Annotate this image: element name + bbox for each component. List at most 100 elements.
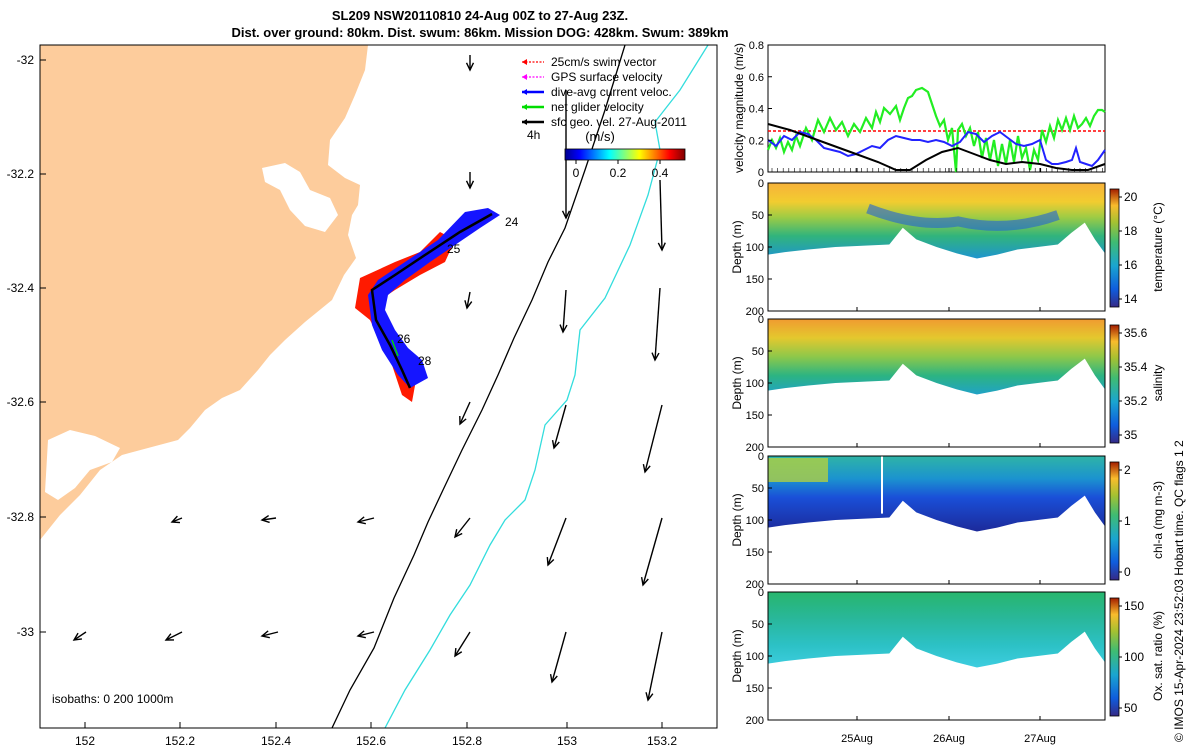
map-ytick-label: -32.6 xyxy=(7,395,35,409)
geo-velocity-arrow xyxy=(454,631,471,657)
estuary-north xyxy=(262,163,338,232)
depth-tick-label: 200 xyxy=(746,306,764,318)
geo-velocity-arrow xyxy=(357,631,375,637)
geo-velocity-arrow xyxy=(466,291,471,309)
legend-arrowhead xyxy=(522,89,527,95)
depth-tick-label: 50 xyxy=(752,346,764,358)
colorbar-tick-label: 35.2 xyxy=(1124,394,1148,408)
map-xtick-label: 152.2 xyxy=(165,734,195,748)
geo-velocity-arrowhead xyxy=(72,632,83,641)
legend-label: dive-avg current veloc. xyxy=(551,85,672,99)
section-colorbar xyxy=(1109,461,1120,581)
depth-tick-label: 150 xyxy=(746,410,764,422)
colorbar-tick-label: 14 xyxy=(1124,292,1138,306)
geo-velocity-arrow xyxy=(165,631,183,641)
depth-axis-label: Depth (m) xyxy=(730,220,744,273)
colorbar-ticks: 0 0.2 0.4 xyxy=(573,160,669,180)
map-xtick-label: 152.6 xyxy=(356,734,386,748)
geo-velocity-arrowhead xyxy=(356,630,366,639)
geo-velocity-arrowhead xyxy=(645,692,654,702)
legend-label: GPS surface velocity xyxy=(551,70,662,84)
section-panel-temperature: 0 50 100 150 200 Depth (m) 14 16 18 20 temperature… xyxy=(730,178,1165,318)
depth-tick-label: 150 xyxy=(746,683,764,695)
colorbar-tick-label: 0.2 xyxy=(610,166,627,180)
section-colorbar xyxy=(1109,597,1120,717)
glider-track-red xyxy=(355,232,455,402)
geo-velocity-arrowhead xyxy=(549,674,558,684)
colorbar-label: Ox. sat. ratio (%) xyxy=(1151,611,1165,701)
colorbar-label: salinity xyxy=(1151,365,1165,402)
time-tick-label: 25Aug xyxy=(841,733,873,745)
depth-tick-label: 200 xyxy=(746,715,764,727)
geo-velocity-arrowhead xyxy=(465,180,475,190)
cold-water-feature xyxy=(866,203,1060,231)
colorbar-tick-label: 150 xyxy=(1124,599,1144,613)
geo-velocity-arrow xyxy=(73,631,87,641)
geo-velocity-arrow xyxy=(644,404,663,473)
geo-velocity-arrowhead xyxy=(642,464,651,474)
colorbar-tick-label: 1 xyxy=(1124,514,1131,528)
geo-velocity-arrowhead xyxy=(356,516,366,525)
section-data-fill xyxy=(768,456,1105,532)
legend-label: net glider velocity xyxy=(551,100,644,114)
depth-tick-label: 50 xyxy=(752,210,764,222)
geo-velocity-arrow xyxy=(642,517,663,586)
depth-tick-label: 0 xyxy=(758,451,764,463)
depth-tick-label: 100 xyxy=(746,378,764,390)
isobaths-label: isobaths: 0 200 1000m xyxy=(52,692,173,706)
colorbar-unit-label: (m/s) xyxy=(585,129,615,144)
colorbar-tick-label: 0.4 xyxy=(652,166,669,180)
glider-track-net xyxy=(370,212,493,389)
geo-velocity-arrow xyxy=(654,287,661,361)
map-xtick-label: 152 xyxy=(75,734,95,748)
velocity-ytick-label: 0.8 xyxy=(749,40,764,52)
geo-velocity-arrow xyxy=(562,289,567,333)
estuary-south xyxy=(45,430,120,500)
section-panel-salinity: 0 50 100 150 200 Depth (m) 35 35.2 35.4 35.6 salin… xyxy=(730,314,1165,454)
interval-label: 4h xyxy=(527,128,540,142)
map-ytick-label: -32 xyxy=(17,53,35,67)
depth-tick-label: 0 xyxy=(758,314,764,326)
day-label: 24 xyxy=(505,215,519,229)
colorbar-tick-label: 16 xyxy=(1124,258,1138,272)
geo-velocity-arrow xyxy=(459,401,471,425)
sfc-geo-velocity-arrows xyxy=(72,55,666,702)
map-axis-ticks: 152 152.2 152.4 152.6 152.8 153 153.2 -32 -32.2 -… xyxy=(7,53,678,748)
colorbar-tick-label: 100 xyxy=(1124,650,1144,664)
colorbar-tick-label: 50 xyxy=(1124,701,1138,715)
section-data-fill xyxy=(768,592,1105,668)
legend-label: sfc geo. vel. 27-Aug-2011 xyxy=(551,115,687,129)
geo-velocity-arrow xyxy=(553,404,567,449)
depth-tick-label: 50 xyxy=(752,619,764,631)
geo-velocity-arrowhead xyxy=(260,630,270,639)
velocity-ylabel: velocity magnitude (m/s) xyxy=(732,43,746,173)
colorbar-tick-label: 18 xyxy=(1124,224,1138,238)
geo-velocity-arrow xyxy=(261,631,279,637)
speed-colorbar xyxy=(564,148,686,161)
geo-velocity-arrowhead xyxy=(465,62,475,72)
colorbar-tick-label: 35 xyxy=(1124,428,1138,442)
colorbar-label: chl-a (mg m-3) xyxy=(1151,481,1165,559)
depth-axis-label: Depth (m) xyxy=(730,629,744,682)
geo-velocity-arrow xyxy=(171,517,183,523)
velocity-ytick-label: 0.2 xyxy=(749,135,764,147)
chla-surface-bloom xyxy=(768,458,828,482)
map-xtick-label: 153 xyxy=(557,734,577,748)
colorbar-tick-label: 20 xyxy=(1124,190,1138,204)
geo-velocity-arrowhead xyxy=(459,415,467,426)
depth-tick-label: 100 xyxy=(746,515,764,527)
velocity-ytick-label: 0 xyxy=(758,167,764,179)
map-xtick-label: 152.4 xyxy=(261,734,291,748)
glider-track-net-green xyxy=(391,339,399,357)
figure-title-line-1: SL209 NSW20110810 24-Aug 00Z to 27-Aug 2… xyxy=(331,8,629,23)
colorbar-tick-label: 35.6 xyxy=(1124,326,1148,340)
legend-arrowhead xyxy=(522,74,527,80)
velocity-frame xyxy=(767,44,1106,173)
legend-arrowhead xyxy=(522,119,527,125)
depth-tick-label: 100 xyxy=(746,242,764,254)
geo-velocity-arrowhead xyxy=(559,324,568,334)
map-xtick-label: 152.8 xyxy=(452,734,482,748)
geo-velocity-arrow xyxy=(454,517,471,538)
